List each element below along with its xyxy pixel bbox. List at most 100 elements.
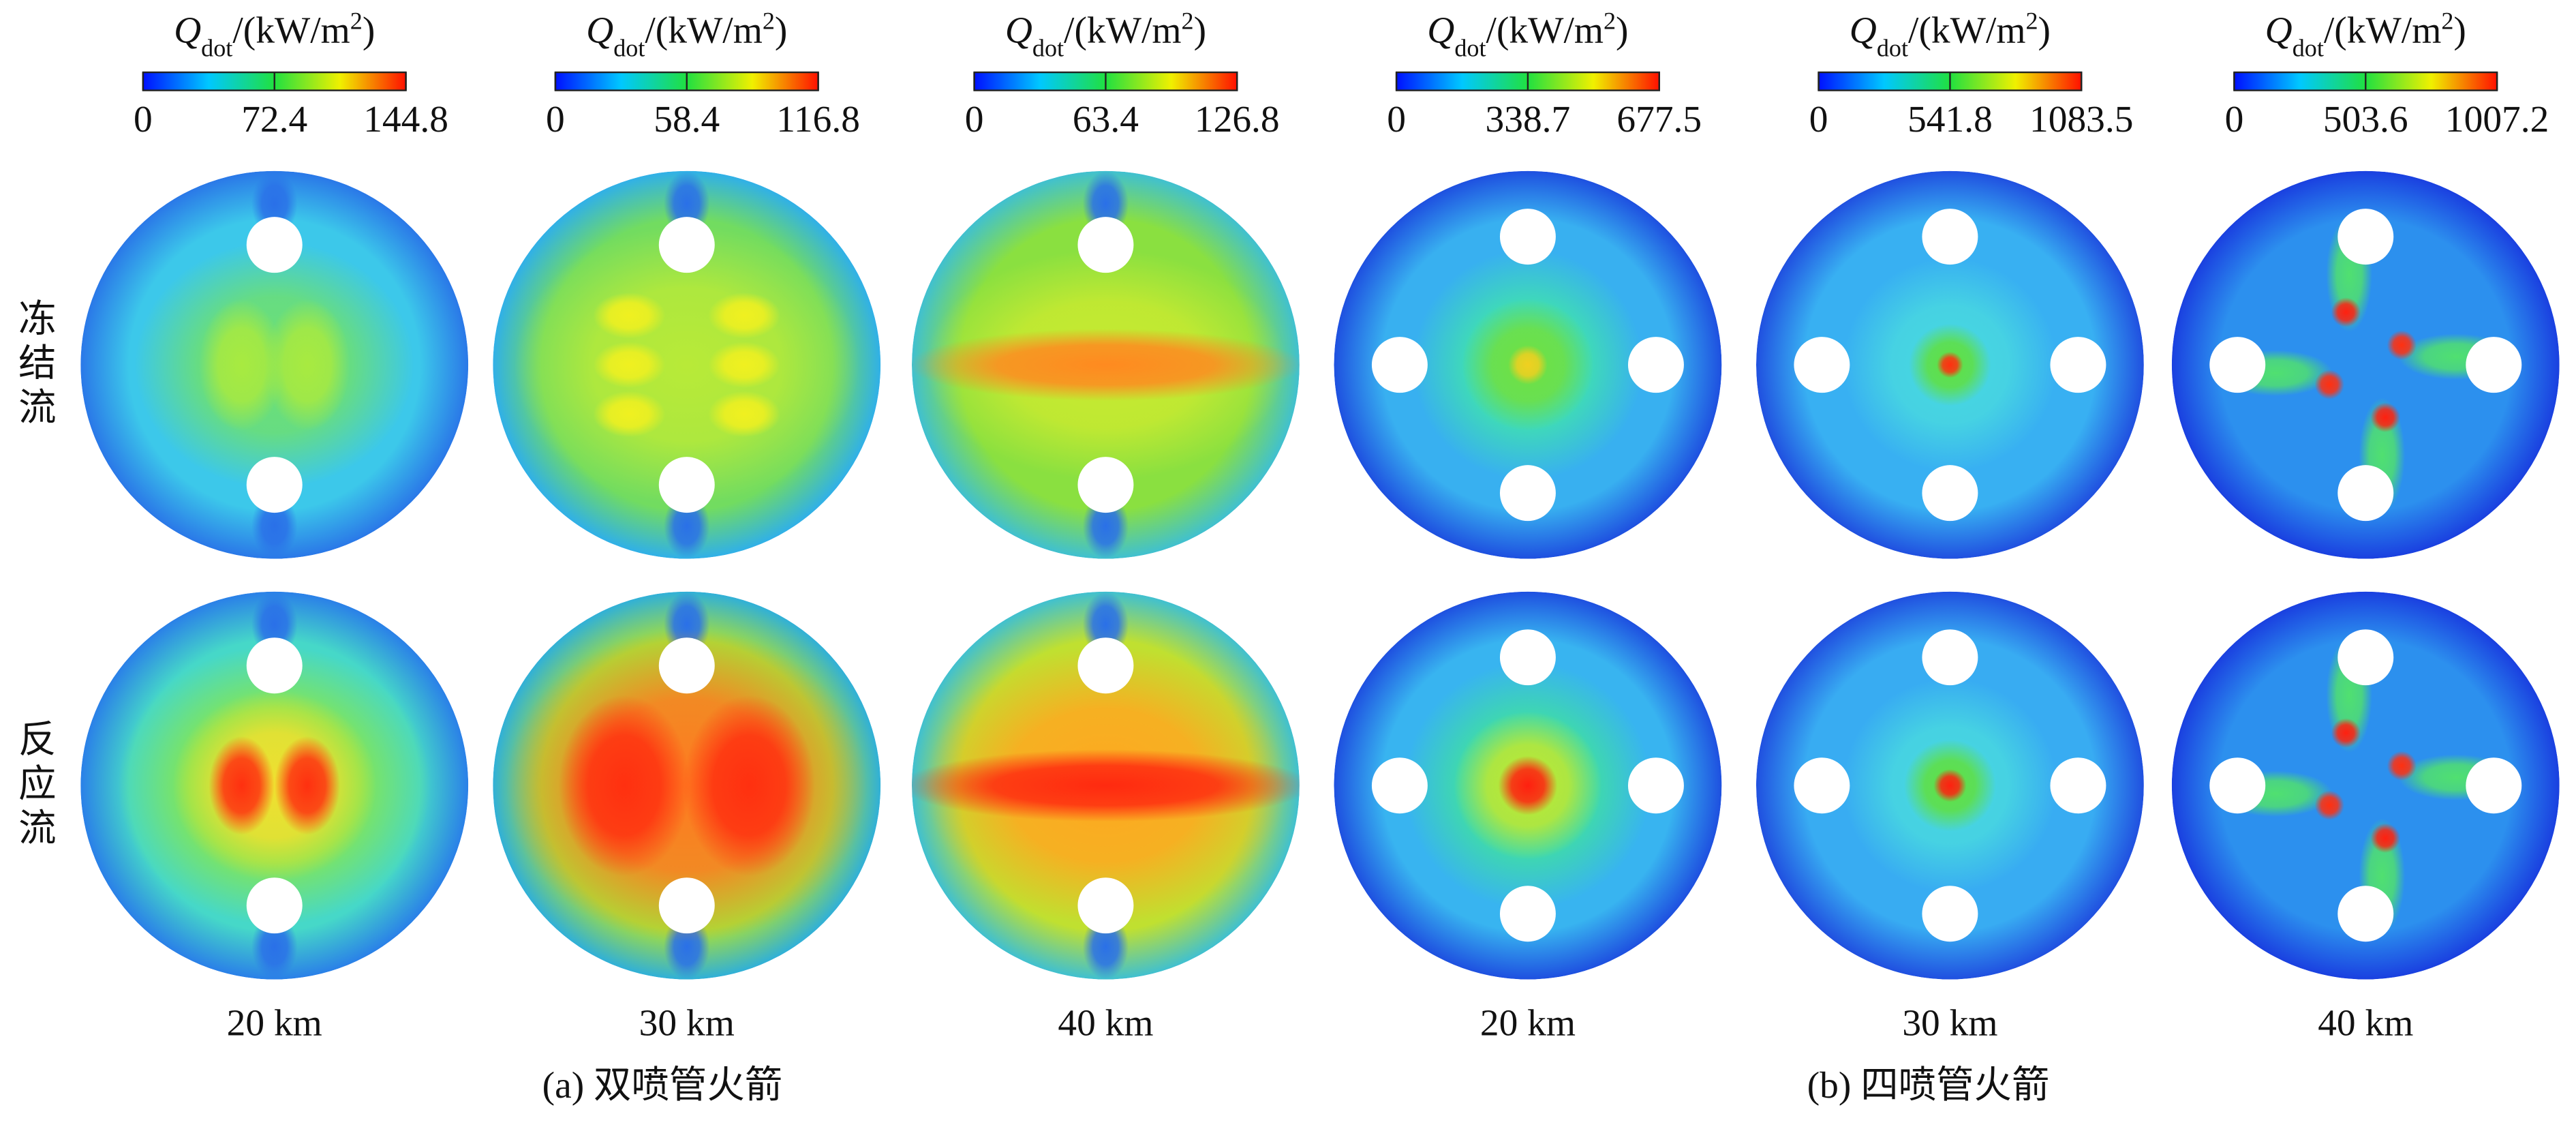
colorbar-title: Qdot/(kW/m2)	[174, 7, 375, 62]
contour-region	[209, 736, 275, 835]
nozzle-hole	[246, 637, 303, 694]
nozzle-hole	[2209, 337, 2266, 393]
nozzle-hole	[2466, 337, 2522, 393]
colorbar-tick-label: 0	[2225, 98, 2244, 140]
nozzle-hole	[2337, 209, 2394, 265]
altitude-label: 30 km	[639, 1002, 735, 1044]
contour-region	[558, 695, 690, 876]
nozzle-hole	[246, 457, 303, 513]
nozzle-hole	[1077, 457, 1134, 513]
nozzle-hole	[1627, 337, 1684, 393]
row-label: 冻结流	[13, 299, 56, 432]
colorbar-tick-label: 72.4	[241, 98, 307, 140]
nozzle-hole	[246, 877, 303, 934]
contour-region	[198, 299, 285, 431]
contour-region	[593, 292, 666, 339]
nozzle-hole	[1499, 886, 1556, 942]
contour-region	[264, 299, 350, 431]
colorbar-tick-label: 58.4	[654, 98, 720, 140]
colorbar-title: Qdot/(kW/m2)	[1850, 7, 2051, 62]
nozzle-hole	[2337, 886, 2394, 942]
nozzle-hole	[1371, 757, 1428, 814]
contour-region	[708, 342, 781, 388]
altitude-label: 20 km	[1480, 1002, 1576, 1044]
contour-plot	[1334, 591, 1722, 980]
nozzle-hole	[658, 877, 715, 934]
group-caption: (b) 四喷管火箭	[1807, 1064, 2050, 1106]
colorbar-title-part: /(kW/m	[1908, 10, 2025, 51]
nozzle-hole	[2466, 757, 2522, 814]
colorbar-tick-label: 541.8	[1907, 98, 1993, 140]
contour-region	[912, 329, 1300, 402]
nozzle-hole	[658, 457, 715, 513]
nozzle-hole	[658, 217, 715, 273]
colorbar-title-part: /(kW/m	[1064, 10, 1181, 51]
nozzle-hole	[246, 217, 303, 273]
contour-plot	[2171, 170, 2560, 559]
colorbar-title-part: 2	[350, 7, 363, 35]
colorbar-title-part: /(kW/m	[1486, 10, 1604, 51]
nozzle-hole	[1922, 886, 1978, 942]
colorbar-tick-label: 63.4	[1073, 98, 1139, 140]
nozzle-hole	[658, 637, 715, 694]
nozzle-hole	[1077, 637, 1134, 694]
row-label: 反应流	[13, 719, 56, 852]
colorbar-title-part: Q	[174, 10, 201, 51]
colorbar-title-part: dot	[1877, 35, 1908, 62]
colorbar-tick-label: 0	[1809, 98, 1828, 140]
contour-region	[708, 391, 781, 438]
colorbar-title: Qdot/(kW/m2)	[586, 7, 787, 62]
colorbar-title-part: dot	[2293, 35, 2324, 62]
contour-plot	[1334, 170, 1722, 559]
contour-base	[2171, 170, 2560, 559]
colorbar-title-part: 2	[2441, 7, 2453, 35]
colorbar-title-part: Q	[2265, 10, 2293, 51]
contour-region	[912, 749, 1300, 822]
nozzle-hole	[1499, 629, 1556, 686]
colorbar-title-part: dot	[201, 35, 232, 62]
colorbar-title-part: Q	[586, 10, 613, 51]
contour-region	[683, 695, 815, 876]
nozzle-hole	[1499, 465, 1556, 522]
colorbar-title: Qdot/(kW/m2)	[1427, 7, 1628, 62]
nozzle-hole	[1794, 337, 1850, 393]
nozzle-hole	[2050, 337, 2106, 393]
contour-plot	[1755, 170, 2144, 559]
altitude-label: 40 km	[1058, 1002, 1153, 1044]
nozzle-hole	[1922, 465, 1978, 522]
nozzle-hole	[1371, 337, 1428, 393]
contour-region	[2387, 330, 2417, 360]
colorbar-tick-label: 503.6	[2323, 98, 2408, 140]
colorbar-title-part: dot	[1454, 35, 1486, 62]
colorbar-tick-label: 144.8	[363, 98, 448, 140]
colorbar-tick-label: 126.8	[1195, 98, 1280, 140]
contour-base	[2171, 591, 2560, 980]
nozzle-hole	[2337, 465, 2394, 522]
colorbar-title-part: 2	[763, 7, 775, 35]
colorbar-tick-label: 0	[1387, 98, 1406, 140]
colorbar-title-part: )	[1616, 10, 1628, 51]
nozzle-hole	[2337, 629, 2394, 686]
contour-region	[274, 736, 341, 835]
contour-region	[1498, 755, 1558, 815]
colorbar-tick-label: 0	[965, 98, 984, 140]
contour-region	[1508, 345, 1548, 385]
colorbar-tick-label: 677.5	[1616, 98, 1702, 140]
nozzle-hole	[1922, 209, 1978, 265]
colorbar-title-part: dot	[613, 35, 645, 62]
colorbar-tick-label: 0	[134, 98, 153, 140]
contour-region	[2314, 790, 2344, 820]
group-caption: (a) 双喷管火箭	[542, 1064, 783, 1106]
contour-plot	[1755, 591, 2144, 980]
altitude-label: 40 km	[2318, 1002, 2413, 1044]
colorbar-title-part: /(kW/m	[232, 10, 350, 51]
contour-plot	[80, 170, 469, 559]
nozzle-hole	[2209, 757, 2266, 814]
contour-plot	[80, 591, 469, 980]
contour-region	[2370, 402, 2400, 432]
colorbar-title-part: Q	[1005, 10, 1032, 51]
colorbar-title-part: 2	[1181, 7, 1193, 35]
contour-region	[2387, 751, 2417, 781]
